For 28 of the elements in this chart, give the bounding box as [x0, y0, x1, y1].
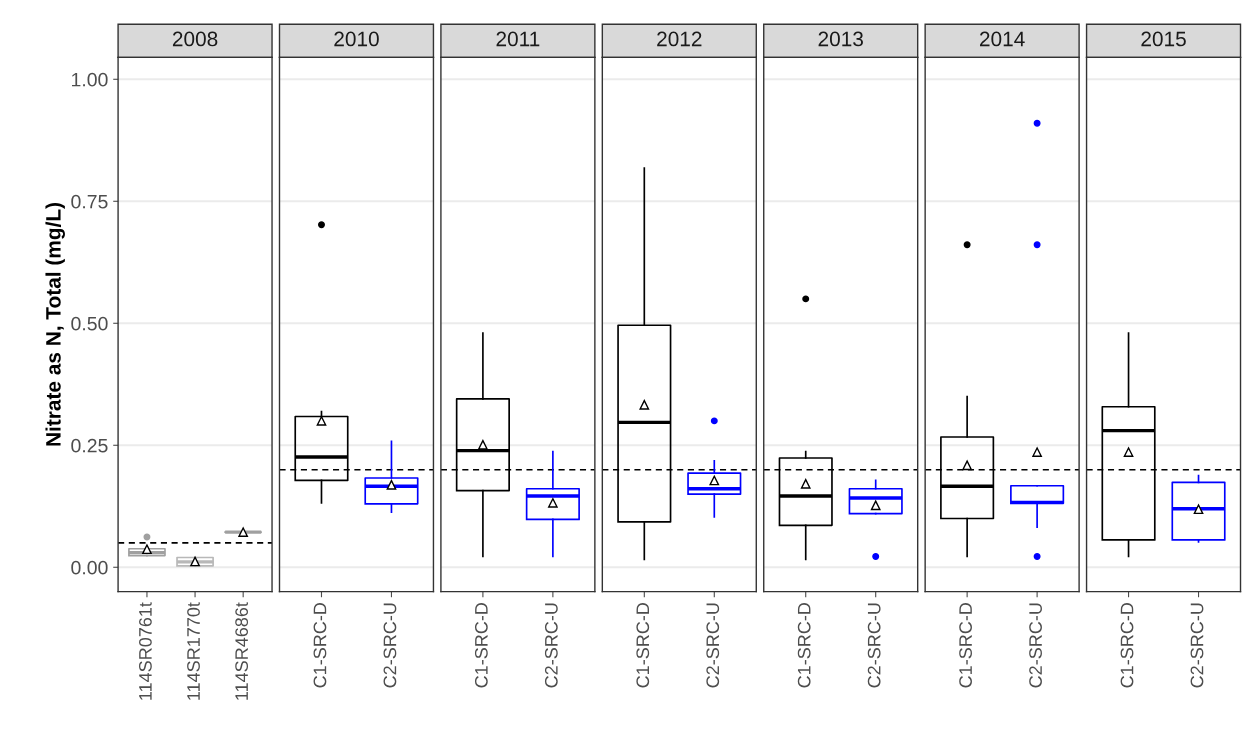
x-tick-label: C2-SRC-U	[1190, 603, 1204, 688]
x-tick-label: C1-SRC-D	[313, 602, 327, 688]
chart-title: 2010	[334, 31, 379, 47]
x-tick-label: C2-SRC-U	[706, 603, 720, 688]
x-tick-label: C1-SRC-D	[474, 602, 488, 688]
x-tick-label: C1-SRC-D	[1120, 602, 1134, 688]
chart-title: 2011	[496, 31, 540, 47]
x-tick-label: C1-SRC-D	[797, 602, 811, 688]
y-axis-title: Nitrate as N, Total (mg/L)	[45, 203, 65, 446]
y-tick-label: 0.50	[71, 316, 108, 331]
chart-title: 2008	[172, 31, 218, 47]
chart-title: 2013	[818, 31, 863, 47]
x-tick-label: C2-SRC-U	[1029, 603, 1042, 688]
y-tick-label: 0.00	[71, 560, 108, 575]
x-tick-label: C2-SRC-U	[867, 603, 881, 688]
chart-title: 2014	[980, 31, 1025, 47]
chart-title: 2015	[1141, 31, 1186, 47]
x-tick-label: C1-SRC-D	[636, 602, 650, 688]
x-tick-label: C2-SRC-U	[544, 603, 558, 688]
y-tick-label: 0.75	[71, 194, 108, 209]
y-tick-label: 0.25	[71, 438, 108, 453]
y-tick-label: 1.00	[72, 72, 108, 87]
x-tick-label: C1-SRC-D	[959, 602, 972, 688]
chart-title: 2012	[657, 31, 702, 47]
x-tick-label: 114SR1770t	[187, 602, 200, 700]
x-tick-label: 114SR4686t	[235, 602, 249, 700]
x-tick-label: C2-SRC-U	[383, 603, 397, 688]
x-tick-label: 114SR0761t	[139, 602, 152, 700]
